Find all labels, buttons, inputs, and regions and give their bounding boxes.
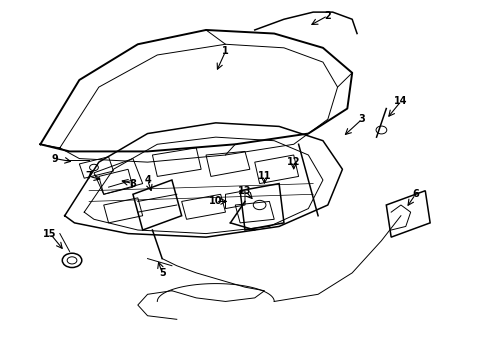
Text: 8: 8: [129, 179, 136, 189]
Text: 6: 6: [412, 189, 419, 199]
Text: 10: 10: [209, 197, 222, 206]
Text: 5: 5: [159, 268, 166, 278]
Text: 4: 4: [144, 175, 151, 185]
Text: 7: 7: [86, 171, 93, 181]
Text: 13: 13: [238, 186, 252, 196]
Text: 1: 1: [222, 46, 229, 57]
Text: 11: 11: [258, 171, 271, 181]
Text: 15: 15: [43, 229, 57, 239]
Text: 9: 9: [51, 154, 58, 163]
Text: 3: 3: [359, 114, 366, 124]
Text: 2: 2: [324, 11, 331, 21]
Text: 14: 14: [394, 96, 408, 107]
Text: 12: 12: [287, 157, 300, 167]
